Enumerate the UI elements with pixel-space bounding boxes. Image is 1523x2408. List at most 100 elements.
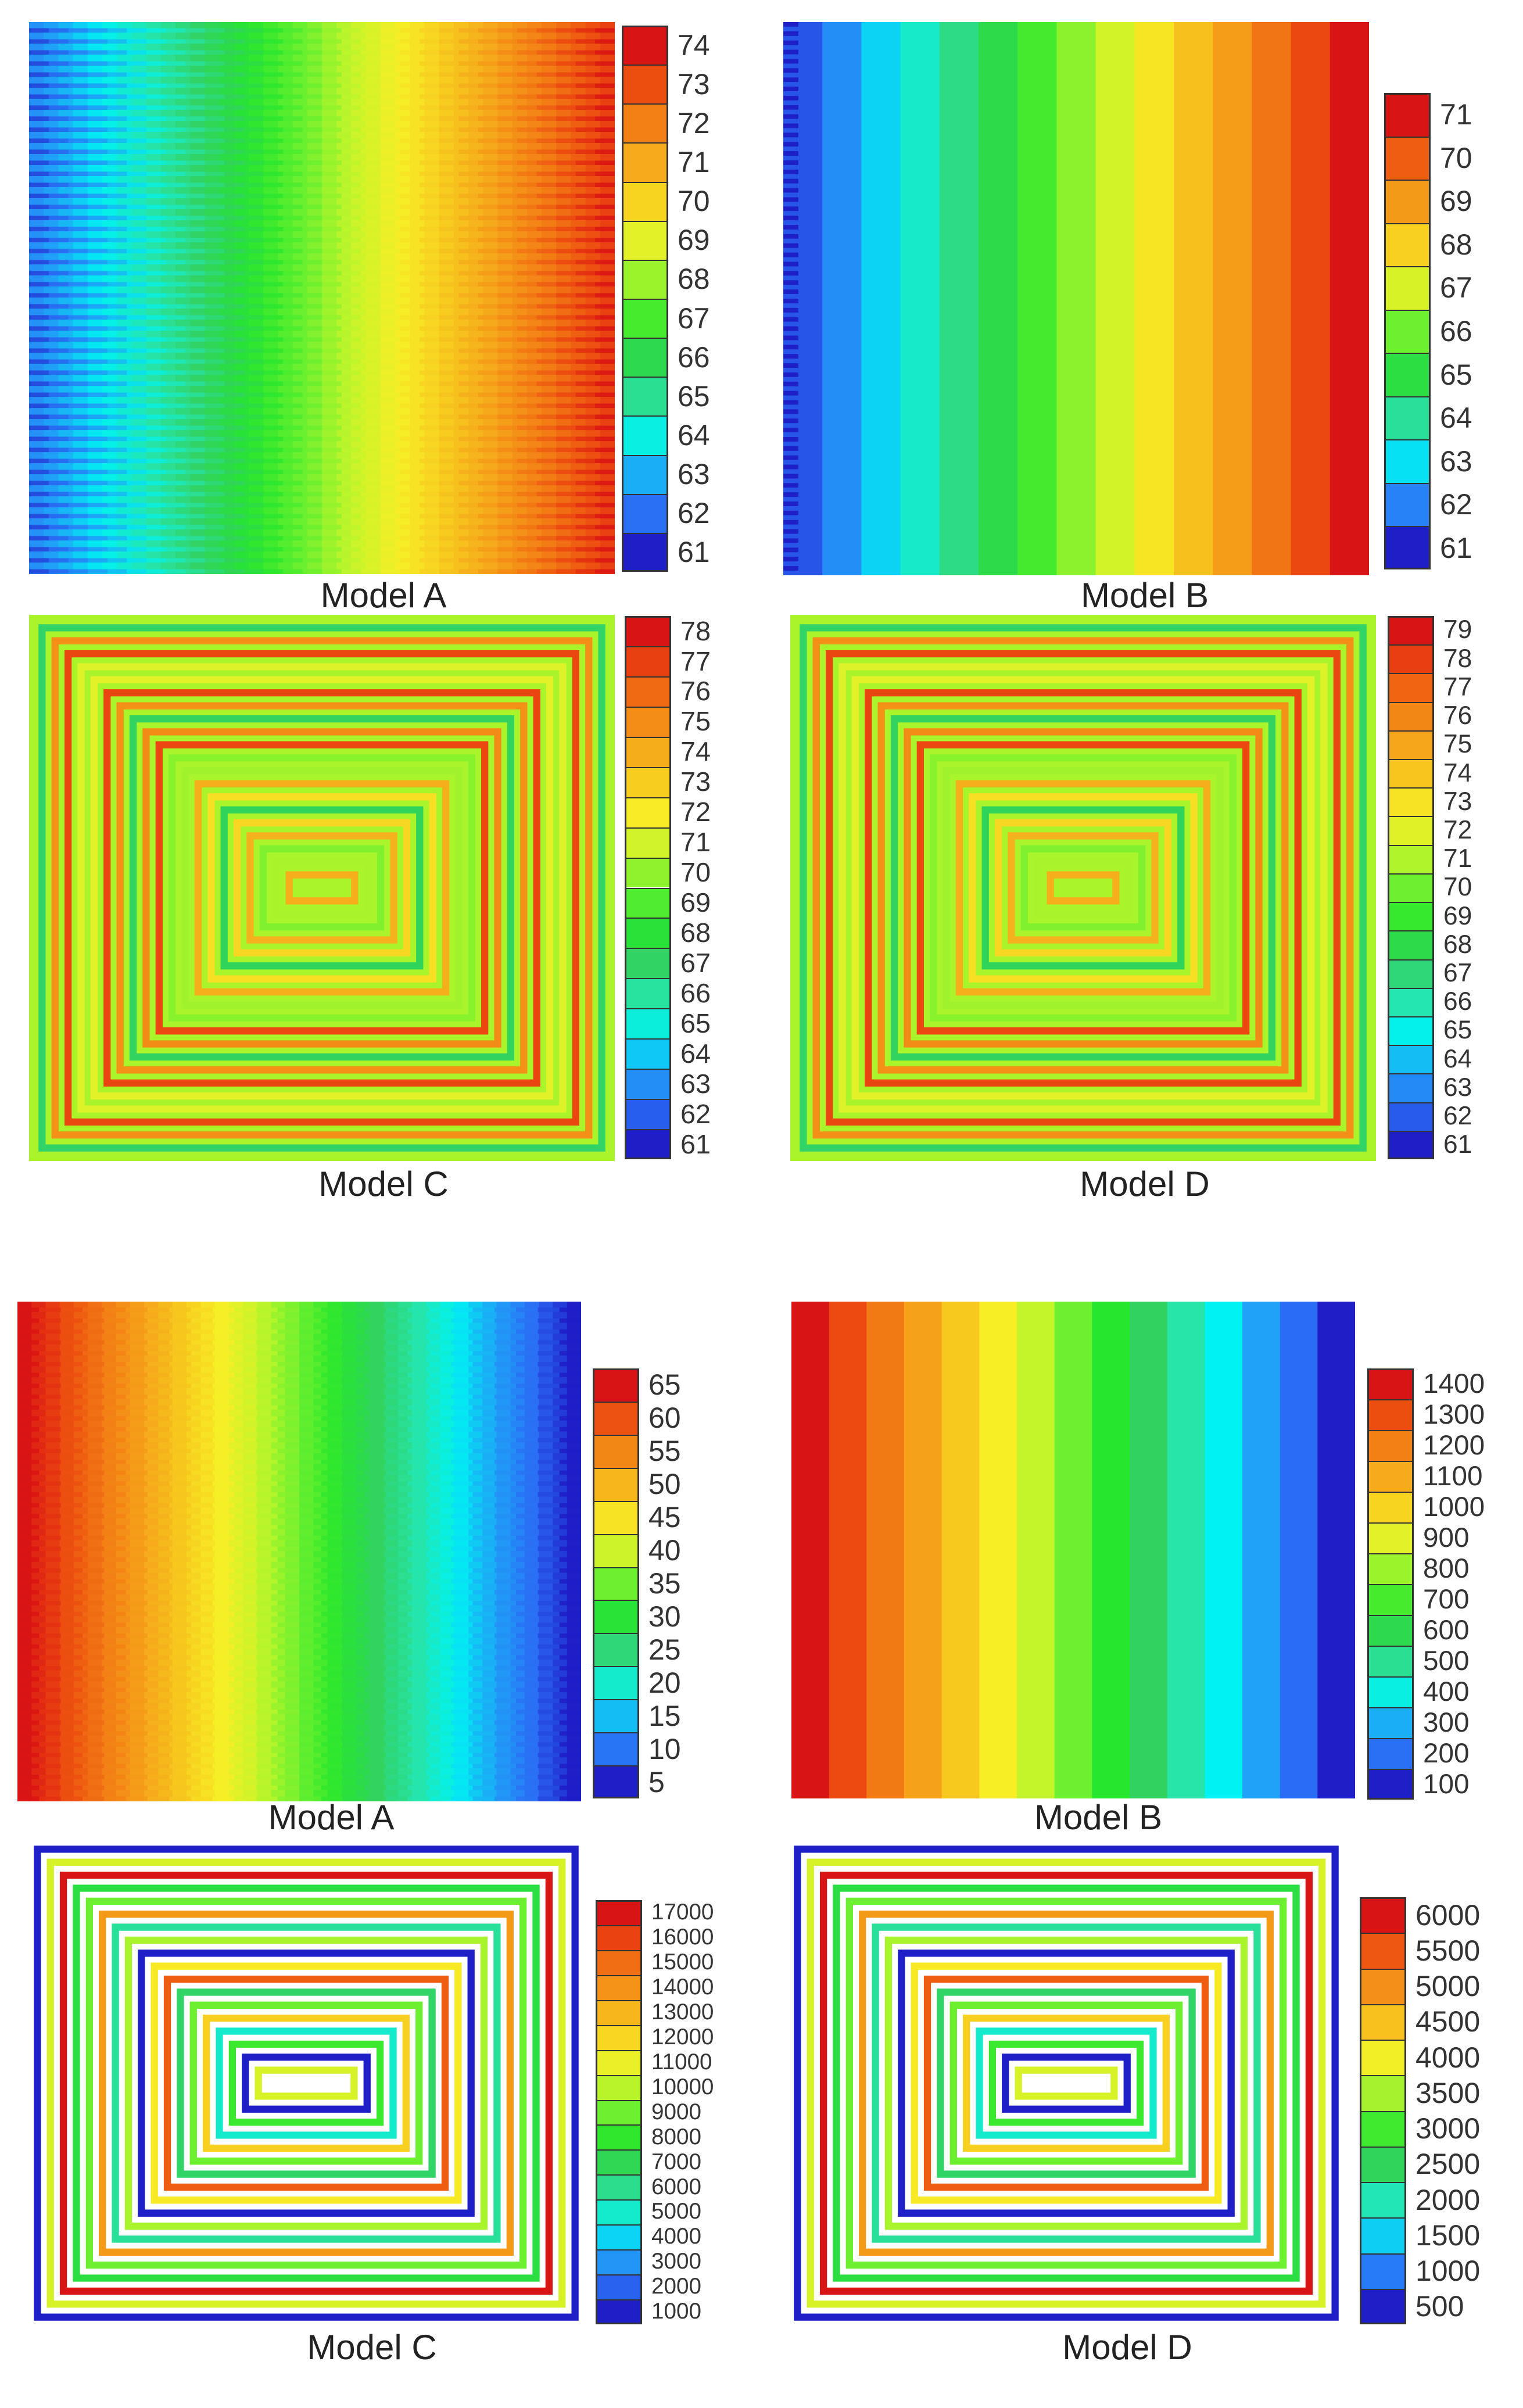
channel-segment bbox=[29, 205, 49, 209]
channel-segment bbox=[575, 227, 596, 231]
channel-segment bbox=[322, 536, 342, 541]
channel-segment bbox=[169, 1731, 192, 1736]
channel-segment bbox=[169, 1687, 192, 1693]
channel-segment bbox=[517, 392, 537, 397]
channel-segment bbox=[29, 28, 49, 33]
channel-segment bbox=[212, 1764, 235, 1768]
channel-segment bbox=[104, 1633, 127, 1638]
serpentine-channel bbox=[838, 663, 1328, 1113]
channel-segment bbox=[302, 547, 322, 552]
gradient-band bbox=[497, 22, 513, 574]
channel-segment bbox=[166, 436, 186, 442]
colorbar-swatch bbox=[1388, 759, 1434, 788]
channel-segment bbox=[126, 1405, 148, 1410]
channel-segment bbox=[263, 447, 284, 453]
channel-segment bbox=[595, 216, 615, 220]
channel-segment bbox=[537, 1644, 560, 1649]
channel-segment bbox=[517, 514, 537, 519]
channel-segment bbox=[458, 293, 479, 298]
channel-segment bbox=[420, 304, 440, 309]
channel-segment bbox=[82, 1449, 105, 1453]
channel-segment bbox=[516, 1568, 539, 1573]
channel-segment bbox=[420, 171, 440, 176]
channel-segment bbox=[575, 50, 596, 55]
channel-segment bbox=[400, 337, 420, 342]
channel-segment bbox=[126, 1601, 148, 1606]
channel-segment bbox=[282, 514, 303, 519]
channel-segment bbox=[322, 94, 342, 99]
colorbar-tick-label: 300 bbox=[1423, 1707, 1470, 1738]
colorbar-tick-label: 61 bbox=[680, 1128, 711, 1159]
channel-segment bbox=[429, 1764, 452, 1768]
channel-segment bbox=[60, 1568, 83, 1573]
channel-segment bbox=[478, 39, 499, 44]
channel-segment bbox=[472, 1557, 495, 1562]
channel-segment bbox=[472, 1655, 495, 1660]
serpentine-channel bbox=[904, 728, 1263, 1048]
channel-segment bbox=[126, 1687, 148, 1693]
channel-segment bbox=[277, 1307, 300, 1312]
channel-segment bbox=[263, 425, 284, 431]
colorbar-tick-label: 66 bbox=[678, 341, 710, 374]
channel-segment bbox=[17, 1796, 40, 1801]
channel-segment bbox=[169, 1394, 192, 1399]
channel-segment bbox=[68, 260, 88, 264]
channel-segment bbox=[472, 1720, 495, 1725]
channel-segment bbox=[146, 392, 167, 397]
channel-segment bbox=[429, 1775, 452, 1779]
channel-segment bbox=[205, 503, 225, 508]
channel-segment bbox=[429, 1340, 452, 1345]
channel-segment bbox=[205, 470, 225, 475]
serpentine-channel bbox=[865, 689, 1302, 1087]
channel-segment bbox=[478, 249, 499, 253]
channel-segment bbox=[29, 536, 49, 541]
channel-segment bbox=[342, 1633, 365, 1638]
channel-segment bbox=[185, 436, 206, 442]
channel-segment bbox=[277, 1525, 300, 1529]
channel-segment bbox=[342, 1742, 365, 1747]
channel-segment bbox=[224, 569, 245, 574]
channel-segment bbox=[191, 1698, 213, 1703]
channel-segment bbox=[472, 1796, 495, 1801]
channel-segment bbox=[497, 481, 518, 486]
channel-segment bbox=[282, 348, 303, 353]
channel-segment bbox=[420, 315, 440, 320]
channel-segment bbox=[361, 525, 381, 530]
inlet-tooth bbox=[783, 483, 798, 488]
channel-segment bbox=[127, 447, 147, 453]
channel-segment bbox=[595, 149, 615, 154]
channel-segment bbox=[166, 458, 186, 464]
channel-segment bbox=[400, 536, 420, 541]
channel-segment bbox=[299, 1633, 322, 1638]
channel-segment bbox=[224, 127, 245, 132]
contour-band bbox=[1056, 22, 1096, 575]
channel-segment bbox=[68, 127, 88, 132]
channel-segment bbox=[29, 238, 49, 242]
channel-segment bbox=[126, 1438, 148, 1443]
channel-segment bbox=[212, 1514, 235, 1518]
channel-segment bbox=[87, 514, 108, 519]
channel-segment bbox=[575, 348, 596, 353]
channel-segment bbox=[595, 171, 615, 176]
colorbar-tick-label: 30 bbox=[648, 1600, 681, 1633]
channel-segment bbox=[107, 193, 127, 198]
channel-segment bbox=[400, 425, 420, 431]
channel-segment bbox=[322, 481, 342, 486]
channel-segment bbox=[68, 271, 88, 275]
channel-segment bbox=[185, 481, 206, 486]
serpentine-channel bbox=[255, 2066, 358, 2100]
channel-segment bbox=[299, 1775, 322, 1779]
channel-segment bbox=[516, 1742, 539, 1747]
inlet-tooth bbox=[1340, 1616, 1355, 1621]
channel-segment bbox=[451, 1307, 474, 1312]
channel-segment bbox=[126, 1340, 148, 1345]
channel-segment bbox=[420, 83, 440, 88]
channel-segment bbox=[234, 1416, 257, 1421]
channel-segment bbox=[400, 403, 420, 408]
serpentine-channel bbox=[129, 715, 515, 1061]
channel-segment bbox=[224, 503, 245, 508]
channel-segment bbox=[322, 558, 342, 563]
channel-segment bbox=[439, 249, 460, 253]
channel-segment bbox=[17, 1416, 40, 1421]
channel-segment bbox=[243, 227, 264, 231]
